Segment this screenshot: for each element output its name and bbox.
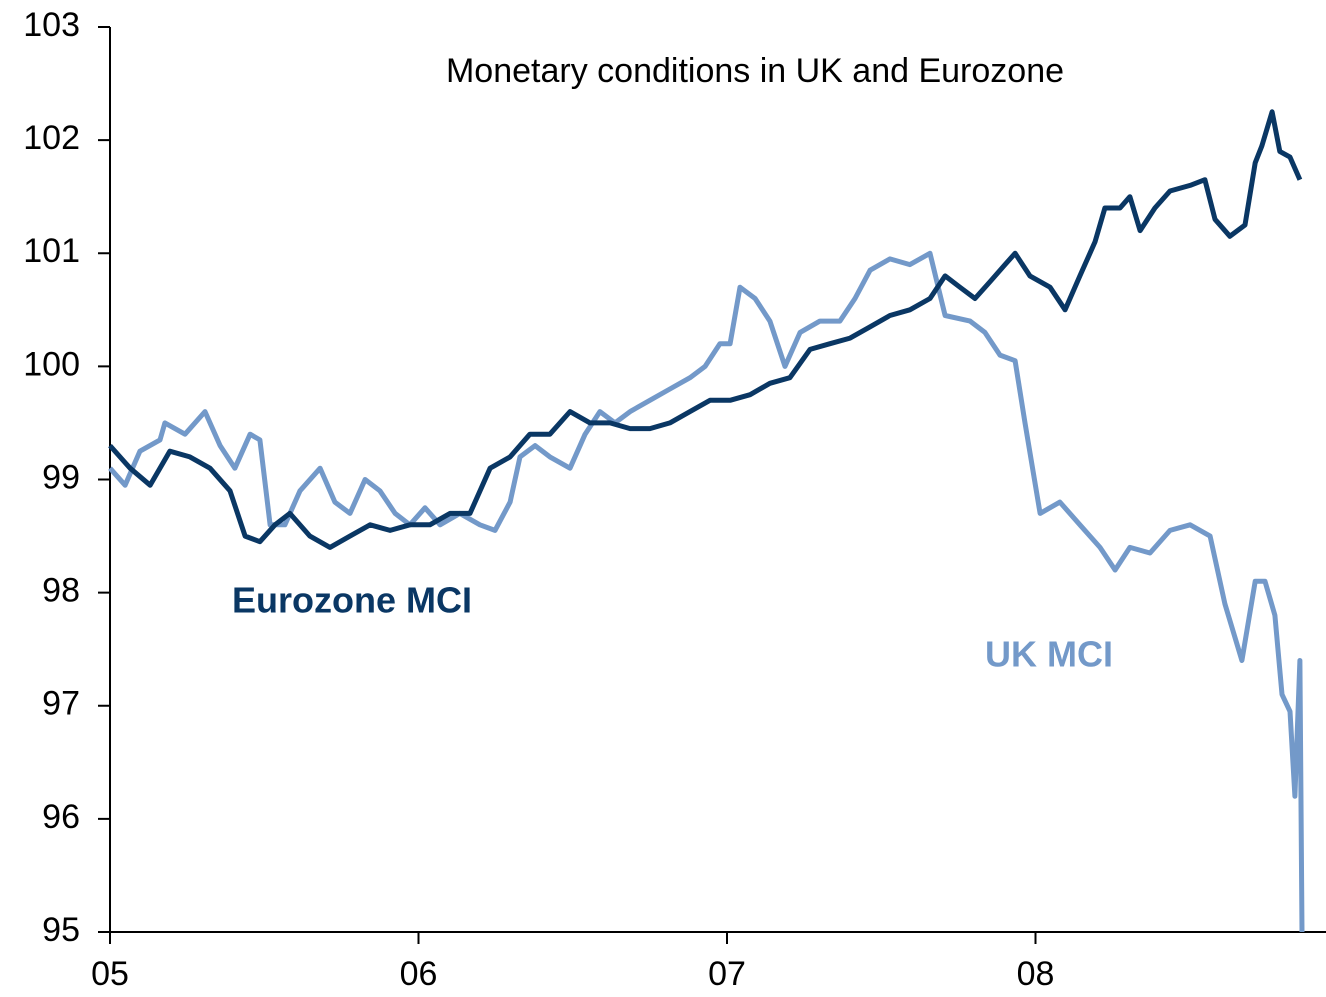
chart-title: Monetary conditions in UK and Eurozone bbox=[446, 52, 1064, 90]
series-line bbox=[108, 250, 1305, 933]
x-tick-label: 06 bbox=[400, 955, 438, 993]
series-line bbox=[108, 109, 1303, 550]
series-label: UK MCI bbox=[985, 634, 1113, 675]
y-tick-label: 102 bbox=[23, 119, 80, 157]
x-tick-label: 07 bbox=[708, 955, 746, 993]
y-tick-label: 97 bbox=[42, 685, 80, 723]
y-tick-label: 98 bbox=[42, 572, 80, 610]
y-tick-label: 96 bbox=[42, 798, 80, 836]
y-tick-label: 95 bbox=[42, 911, 80, 949]
series-label: Eurozone MCI bbox=[232, 580, 472, 621]
y-tick-label: 101 bbox=[23, 232, 80, 270]
x-tick-label: 08 bbox=[1017, 955, 1055, 993]
y-tick-label: 99 bbox=[42, 458, 80, 496]
y-tick-label: 103 bbox=[23, 6, 80, 44]
y-tick-label: 100 bbox=[23, 345, 80, 383]
x-tick-label: 05 bbox=[91, 955, 129, 993]
